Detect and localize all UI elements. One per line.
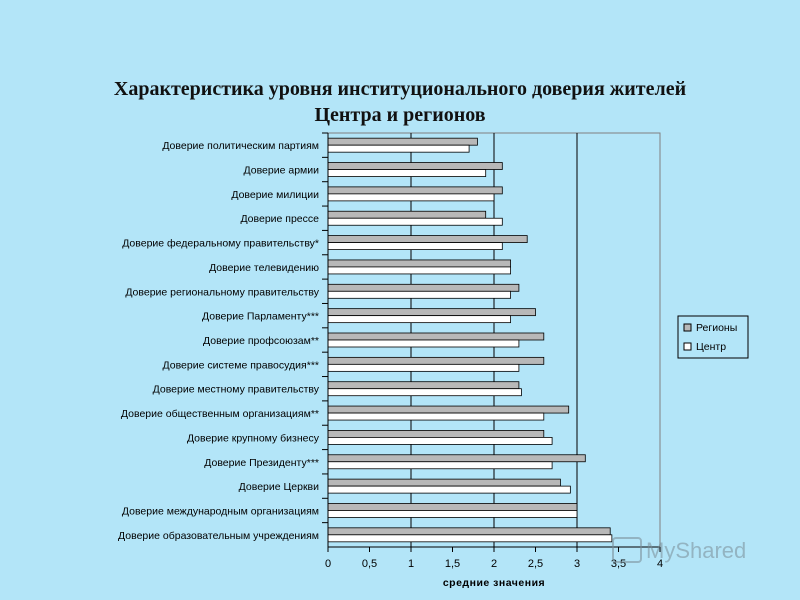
legend-box: [677, 315, 749, 359]
category-label-5: Доверие телевидению: [209, 262, 319, 274]
chart-title-line-1: Характеристика уровня институционального…: [113, 78, 687, 100]
bar-center-14: [327, 485, 571, 494]
bar-regions-10: [327, 381, 520, 390]
bar-regions-15: [327, 503, 578, 511]
x-tick-label-8: 4: [657, 558, 663, 570]
category-label-9: Доверие системе правосудия***: [163, 359, 319, 371]
category-label-10: Доверие местному правительству: [153, 384, 320, 396]
bar-regions-3: [327, 210, 487, 219]
legend-label-center: Центр: [696, 341, 726, 353]
bar-regions-14: [327, 478, 561, 487]
bar-center-12: [327, 437, 553, 445]
bar-center-0: [327, 144, 470, 153]
bar-center-4: [327, 242, 503, 250]
category-label-16: Доверие образовательным учреждениям: [118, 530, 319, 542]
watermark: MyShared: [612, 537, 747, 565]
category-label-0: Доверие политическим партиям: [162, 140, 319, 152]
x-tick-label-1: 0,5: [362, 558, 377, 570]
bar-center-11: [327, 412, 545, 421]
watermark-text: MyShared: [646, 538, 747, 563]
category-label-7: Доверие Парламенту***: [202, 311, 319, 323]
bar-regions-5: [327, 259, 512, 268]
bar-regions-12: [327, 430, 545, 438]
bar-regions-1: [327, 162, 503, 170]
watermark-logo-icon: [612, 537, 642, 564]
chart-title-line-2: Центра и регионов: [314, 104, 486, 126]
bar-center-7: [327, 315, 512, 324]
bar-regions-6: [327, 283, 520, 292]
category-label-1: Доверие армии: [244, 165, 320, 177]
category-label-14: Доверие Церкви: [239, 481, 319, 493]
category-label-8: Доверие профсоюзам**: [203, 335, 319, 347]
bar-center-15: [327, 510, 578, 518]
bar-regions-7: [327, 308, 536, 317]
x-tick-label-0: 0: [325, 558, 331, 570]
x-tick-label-4: 2: [491, 558, 497, 570]
legend-swatch-regions: [683, 323, 692, 332]
bar-center-1: [327, 169, 487, 177]
category-label-4: Доверие федеральному правительству*: [122, 238, 319, 250]
bar-center-16: [327, 534, 613, 543]
category-label-2: Доверие милиции: [231, 189, 319, 201]
category-labels: Доверие политическим партиям Доверие арми…: [118, 132, 328, 542]
legend-swatch-center: [683, 342, 692, 351]
bar-center-10: [327, 388, 522, 397]
bar-center-13: [327, 461, 553, 470]
chart-title: Характеристика уровня институционального…: [0, 76, 800, 128]
bar-regions-11: [327, 405, 570, 414]
legend: Регионы Центр: [677, 315, 749, 359]
x-tick-label-3: 1,5: [445, 558, 460, 570]
bar-regions-13: [327, 454, 586, 463]
bar-regions-9: [327, 356, 545, 365]
category-label-13: Доверие Президенту***: [204, 457, 319, 469]
bar-regions-0: [327, 137, 478, 146]
bar-center-3: [327, 217, 503, 226]
bar-regions-8: [327, 332, 545, 341]
category-label-6: Доверие региональному правительству: [125, 286, 319, 298]
bar-center-5: [327, 266, 512, 275]
bar-center-2: [327, 193, 495, 202]
bar-regions-16: [327, 527, 611, 536]
bar-regions-2: [327, 186, 503, 195]
category-label-12: Доверие крупному бизнесу: [187, 432, 320, 444]
x-tick-label-2: 1: [408, 558, 414, 570]
x-axis-ticks: 0 0,5 1 1,5 2 2,5 3 3,5 4: [325, 133, 663, 570]
legend-label-regions: Регионы: [696, 322, 737, 334]
category-label-15: Доверие международным организациям: [122, 505, 319, 517]
x-tick-label-5: 2,5: [528, 558, 543, 570]
bar-center-8: [327, 339, 520, 348]
category-label-11: Доверие общественным организациям**: [121, 408, 319, 420]
bar-center-6: [327, 290, 512, 299]
x-tick-label-6: 3: [574, 558, 580, 570]
x-axis-title: средние значения: [443, 577, 545, 589]
bar-regions-4: [327, 235, 528, 243]
bar-center-9: [327, 363, 520, 372]
category-label-3: Доверие прессе: [240, 213, 319, 225]
